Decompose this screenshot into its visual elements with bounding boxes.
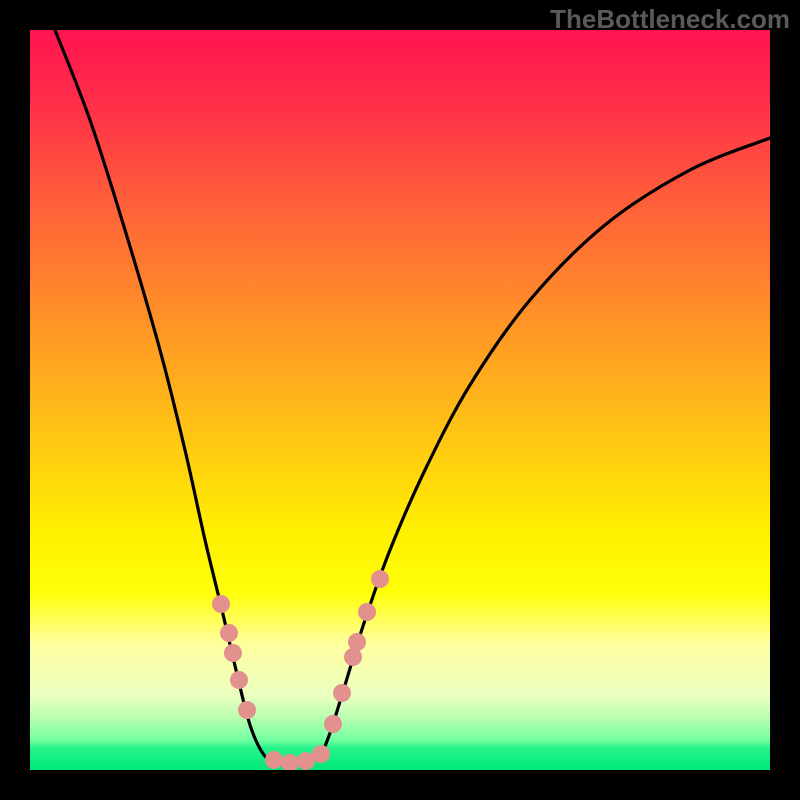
plot-area: [30, 30, 770, 770]
marker-point: [265, 751, 283, 769]
marker-point: [358, 603, 376, 621]
marker-point: [324, 715, 342, 733]
marker-point: [371, 570, 389, 588]
v-curve-overlay: [30, 30, 770, 770]
marker-point: [333, 684, 351, 702]
marker-point: [230, 671, 248, 689]
marker-point: [212, 595, 230, 613]
marker-point: [220, 624, 238, 642]
watermark-text: TheBottleneck.com: [550, 4, 790, 35]
marker-point: [348, 633, 366, 651]
marker-point: [238, 701, 256, 719]
marker-point: [224, 644, 242, 662]
marker-point: [312, 745, 330, 763]
marker-point: [281, 754, 299, 770]
